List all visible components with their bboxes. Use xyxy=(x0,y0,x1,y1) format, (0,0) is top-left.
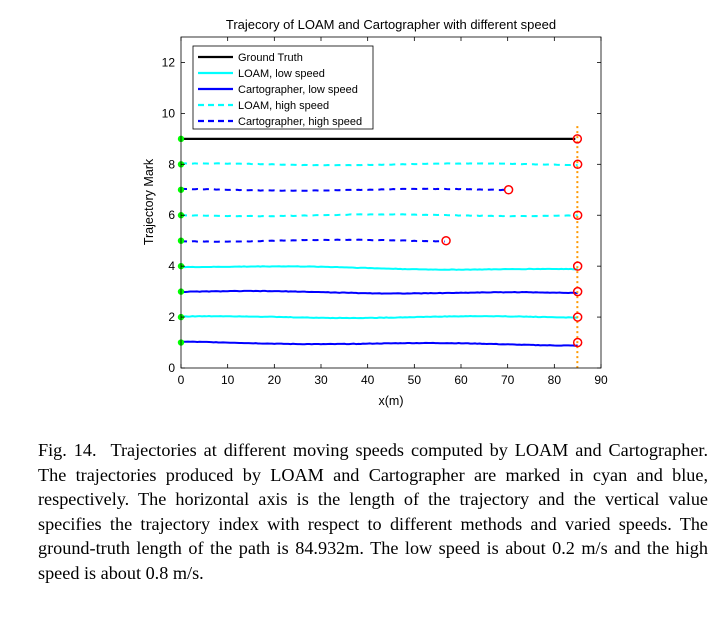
y-tick-label: 6 xyxy=(168,208,175,222)
trajectory-line-mark-4 xyxy=(180,265,578,271)
end-marker-mark-9 xyxy=(572,134,583,144)
trajectory-line-mark-1 xyxy=(180,340,578,347)
trajectory-line-mark-2 xyxy=(180,315,578,320)
end-marker-mark-3 xyxy=(572,286,583,297)
plot-frame xyxy=(180,36,602,369)
x-tick-label: 40 xyxy=(361,373,375,387)
legend-label: Cartographer, low speed xyxy=(238,84,358,96)
x-tick-label: 90 xyxy=(594,373,608,387)
x-tick-label: 30 xyxy=(314,373,328,387)
end-marker-mark-6 xyxy=(572,210,583,220)
trajectory-line-mark-5 xyxy=(180,238,445,243)
x-tick-label: 70 xyxy=(501,373,515,387)
y-tick-label: 10 xyxy=(162,106,176,120)
caption-text: Trajectories at different moving speeds … xyxy=(38,440,708,583)
trajectory-line-mark-8 xyxy=(180,162,578,167)
x-tick-label: 10 xyxy=(221,373,235,387)
chart-title: Trajecory of LOAM and Cartographer with … xyxy=(226,17,556,32)
legend-label: LOAM, high speed xyxy=(238,100,329,112)
end-marker-mark-2 xyxy=(572,312,583,322)
legend-label: Cartographer, high speed xyxy=(238,116,362,128)
trajectory-line-mark-7 xyxy=(180,187,508,192)
end-marker-mark-1 xyxy=(572,337,583,348)
end-marker-mark-8 xyxy=(572,159,583,170)
legend-box xyxy=(192,45,374,130)
y-tick-label: 4 xyxy=(168,259,175,273)
trajectory-line-mark-6 xyxy=(180,213,578,218)
figure-caption: Fig. 14. Trajectories at different moving… xyxy=(38,438,708,586)
y-tick-label: 12 xyxy=(162,55,176,69)
trajectory-chart: Trajecory of LOAM and Cartographer with … xyxy=(142,17,608,408)
trajectory-line-mark-3 xyxy=(180,289,578,295)
legend-label: Ground Truth xyxy=(238,52,303,64)
x-tick-label: 50 xyxy=(408,373,422,387)
y-tick-label: 2 xyxy=(168,310,175,324)
x-axis-label: x(m) xyxy=(379,394,404,408)
figure-label: Fig. 14. xyxy=(38,440,97,460)
x-tick-label: 80 xyxy=(548,373,562,387)
legend: Ground Truth LOAM, low speed Cartographer,… xyxy=(192,45,374,130)
x-tick-label: 20 xyxy=(268,373,282,387)
end-marker-mark-5 xyxy=(441,235,451,246)
end-marker-mark-4 xyxy=(572,261,583,271)
x-tick-label: 0 xyxy=(178,373,185,387)
axis-ticks: 0 10 20 30 40 50 60 70 80 90 0 2 4 6 8 10 12 xyxy=(162,37,608,387)
y-tick-label: 8 xyxy=(168,157,175,171)
end-marker-mark-7 xyxy=(503,185,514,195)
y-tick-label: 0 xyxy=(168,361,175,375)
x-tick-label: 60 xyxy=(454,373,468,387)
legend-label: LOAM, low speed xyxy=(238,68,325,80)
plot-area xyxy=(177,126,583,368)
y-axis-label: Trajectory Mark xyxy=(142,158,156,245)
